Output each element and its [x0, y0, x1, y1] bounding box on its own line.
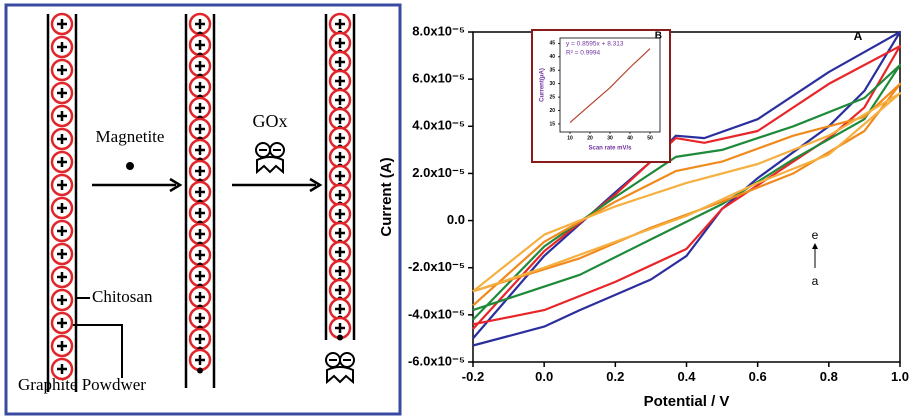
x-tick-label: -0.2 [462, 369, 484, 384]
y-axis-label: Current(μA) [540, 68, 546, 102]
series-line [472, 45, 902, 330]
arrow-head [309, 177, 323, 193]
x-tick-label: 50 [647, 135, 653, 141]
chitosan-label: Chitosan [92, 287, 153, 306]
x-tick-label: 0.0 [535, 369, 553, 384]
y-tick-label: 45 [549, 41, 555, 47]
panel-label: B [655, 31, 662, 42]
magnetite-dot [126, 162, 134, 170]
magnetite-dot [337, 334, 343, 341]
x-tick-label: 0.6 [749, 369, 767, 384]
annotation: e [812, 228, 819, 242]
x-tick-label: 0.4 [677, 369, 696, 384]
y-tick-label: 0.0 [447, 212, 465, 227]
y-tick-label: 15 [549, 121, 555, 127]
x-tick-label: 40 [627, 135, 633, 141]
graphite-label: Graphite Powdwer [18, 375, 146, 394]
x-tick-label: 10 [567, 135, 573, 141]
y-tick-label: -4.0x10⁻⁵ [408, 306, 465, 321]
series-line [472, 92, 902, 293]
gox-label: GOx [253, 111, 288, 131]
y-tick-label: 35 [549, 68, 555, 74]
gox-body [326, 366, 354, 385]
y-axis-label: Current (A) [378, 157, 395, 236]
charts: -0.2 0.0 0.2 0.4 0.6 0.8 1.0 -6.0x10⁻⁵ -4.0x10⁻⁵… [378, 23, 909, 410]
gox-body [256, 156, 284, 175]
x-tick-label: 0.8 [820, 369, 838, 384]
series-line [472, 82, 902, 307]
panel-label: A [854, 29, 863, 43]
x-axis-label: Potential / V [644, 393, 730, 410]
y-tick-label: 8.0x10⁻⁵ [412, 23, 465, 38]
diagram-frame [4, 3, 402, 416]
x-axis-label: Scan rate mV/s [588, 146, 632, 152]
annotation-arrow-head [812, 243, 818, 249]
series-line [472, 63, 902, 321]
r-squared: R² = 0.9994 [566, 50, 601, 57]
y-tick-label: 6.0x10⁻⁵ [412, 71, 465, 86]
y-tick-label: 4.0x10⁻⁵ [412, 118, 465, 133]
x-tick-label: 20 [587, 135, 593, 141]
equation: y = 0.8595x + 8.313 [566, 41, 624, 48]
series-line [569, 48, 651, 124]
y-tick-label: 25 [549, 94, 555, 100]
annotation: a [812, 274, 819, 288]
diagram: Magnetite GOx Chitosan Graphite Powdwer [18, 12, 356, 394]
y-tick-label: 40 [549, 54, 555, 60]
x-tick-label: 0.2 [606, 369, 624, 384]
y-tick-label: -6.0x10⁻⁵ [408, 353, 465, 368]
x-tick-label: 1.0 [891, 369, 909, 384]
y-tick-label: -2.0x10⁻⁵ [408, 259, 465, 274]
y-tick-label: 2.0x10⁻⁵ [412, 165, 465, 180]
pointer [66, 324, 123, 378]
magnetite-dot [197, 367, 203, 374]
x-tick-label: 30 [607, 135, 613, 141]
magnetite-label: Magnetite [96, 127, 165, 146]
y-tick-label: 20 [549, 108, 555, 114]
arrow-head [169, 177, 183, 193]
y-tick-label: 30 [549, 81, 555, 87]
